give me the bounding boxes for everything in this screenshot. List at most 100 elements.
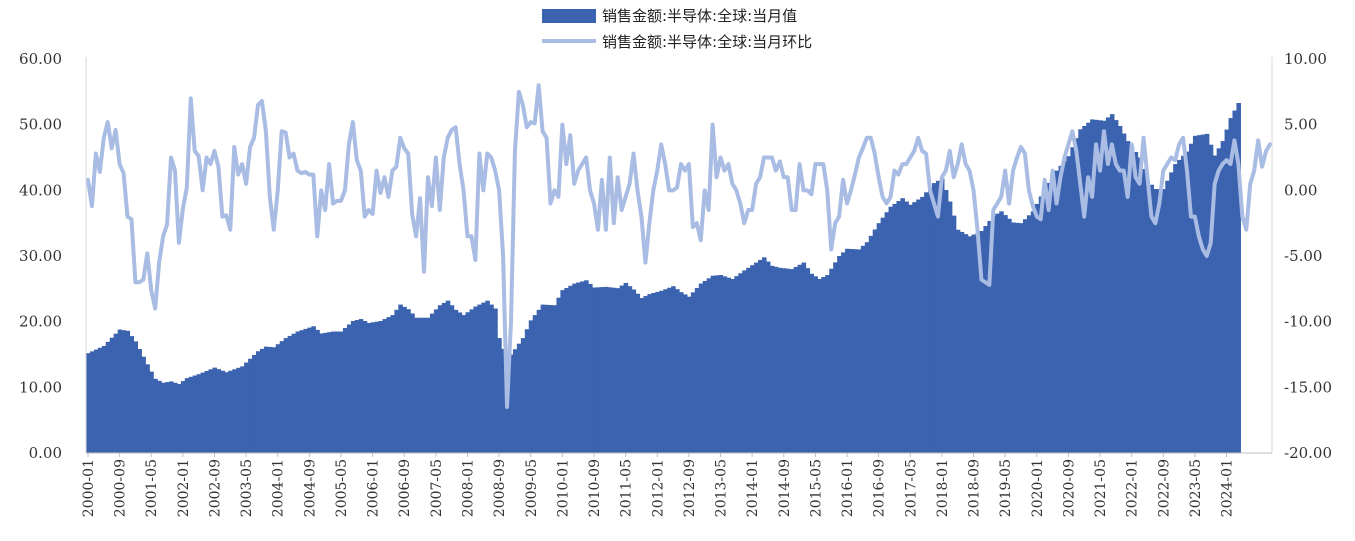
bar	[825, 275, 830, 453]
bar	[1066, 156, 1071, 453]
bar	[271, 347, 277, 453]
bar	[172, 382, 178, 453]
bar	[528, 320, 534, 453]
bar	[971, 234, 977, 453]
bar	[916, 199, 921, 453]
bar	[845, 248, 850, 453]
bar	[1236, 103, 1241, 453]
bar	[659, 290, 664, 453]
y-left-tick-label: 50.00	[19, 116, 62, 134]
bar	[255, 351, 261, 453]
bar	[667, 287, 672, 453]
bar	[631, 289, 637, 453]
y-right-tick-label: -20.00	[1284, 444, 1332, 462]
x-tick-label: 2008-09	[492, 459, 508, 517]
bar	[694, 287, 700, 453]
bar	[192, 375, 198, 453]
bar	[718, 275, 724, 453]
bar	[406, 309, 411, 453]
bar	[1196, 135, 1202, 454]
bar	[920, 196, 925, 453]
bar	[374, 321, 380, 453]
bar	[734, 276, 739, 453]
bar	[928, 187, 933, 453]
bar	[220, 370, 225, 453]
bar	[441, 302, 447, 453]
bar	[746, 267, 751, 453]
bar	[963, 234, 969, 453]
bar	[89, 351, 95, 453]
bar	[655, 291, 660, 453]
bar	[773, 266, 779, 453]
bar	[1212, 155, 1218, 453]
x-tick-label: 2022-01	[1125, 459, 1141, 517]
bar	[295, 331, 301, 453]
bar	[663, 289, 668, 453]
bar	[801, 262, 807, 453]
bar	[603, 286, 609, 453]
bar	[354, 320, 360, 453]
bar	[453, 309, 459, 453]
bar	[358, 319, 364, 453]
bar	[789, 269, 795, 453]
bar	[1074, 138, 1079, 454]
bar	[1058, 165, 1064, 453]
bar	[370, 322, 376, 453]
bar	[793, 266, 799, 453]
x-tick-label: 2020-09	[1061, 459, 1077, 517]
bar	[635, 293, 641, 453]
bar	[1046, 182, 1052, 453]
bar	[1169, 172, 1174, 453]
x-tick-label: 2001-05	[144, 459, 160, 517]
bar	[429, 313, 435, 453]
bar	[908, 204, 913, 453]
bar	[1177, 159, 1182, 453]
legend-label-bars: 销售金额:半导体:全球:当月值	[602, 7, 797, 25]
bar	[449, 305, 455, 453]
x-tick-label: 2000-09	[113, 459, 129, 517]
bar	[856, 249, 862, 453]
bar	[161, 382, 166, 453]
bar	[236, 367, 241, 453]
bar	[1133, 152, 1139, 453]
bar	[117, 329, 123, 453]
bar	[1070, 147, 1075, 453]
x-tick-label: 2018-09	[967, 459, 983, 517]
bar	[1011, 222, 1016, 453]
plot-area	[85, 83, 1273, 454]
bar-series	[86, 103, 1241, 454]
bar	[319, 333, 324, 453]
bar	[805, 268, 811, 453]
bar	[1173, 164, 1178, 453]
bar	[959, 231, 965, 453]
bar	[599, 287, 605, 453]
x-tick-label: 2014-01	[745, 459, 761, 517]
bar	[647, 294, 652, 453]
bar	[611, 287, 617, 453]
bar	[473, 306, 478, 453]
y-left-tick-label: 60.00	[19, 50, 62, 68]
bar	[1098, 120, 1103, 453]
bar	[615, 288, 621, 453]
bar	[445, 300, 451, 453]
bar	[366, 322, 372, 453]
bar	[1181, 155, 1186, 453]
bar	[283, 338, 289, 453]
bar	[671, 286, 676, 453]
bar	[1094, 119, 1099, 453]
bar	[1082, 125, 1087, 453]
bar	[1109, 114, 1115, 453]
bar	[1062, 161, 1068, 453]
bar	[837, 256, 842, 453]
bar	[402, 306, 407, 453]
y-right-tick-label: -15.00	[1284, 378, 1332, 396]
bar	[568, 285, 573, 453]
x-tick-label: 2011-05	[619, 459, 635, 517]
bar	[485, 300, 490, 453]
bar	[868, 235, 874, 453]
bar	[350, 321, 356, 453]
x-tick-label: 2012-09	[682, 459, 698, 517]
bar	[129, 336, 135, 453]
bar	[1054, 170, 1060, 453]
bar	[212, 367, 218, 453]
